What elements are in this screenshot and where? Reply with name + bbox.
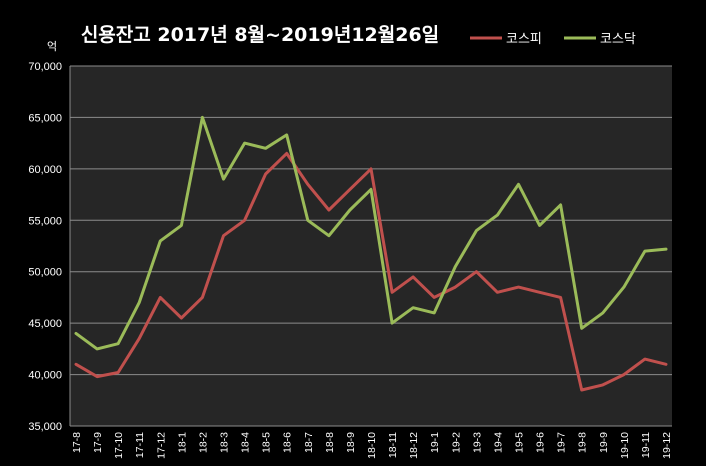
x-tick-label: 19-3 <box>471 432 483 453</box>
x-axis-ticks: 17-8 17-9 17-10 17-11 17-12 18-1 18-2 18-3 18-4 1… <box>71 432 673 459</box>
x-tick-label: 17-8 <box>71 432 83 453</box>
chart-title: 신용잔고 2017년 8월~2019년12월26일 <box>81 24 439 46</box>
x-tick-label: 18-4 <box>240 432 252 453</box>
x-tick-label: 18-2 <box>197 432 209 453</box>
x-tick-label: 18-11 <box>387 432 399 458</box>
series-line-kosdaq <box>74 115 668 351</box>
x-tick-label: 19-9 <box>598 432 610 453</box>
x-tick-label: 18-7 <box>303 432 315 453</box>
x-tick-label: 19-5 <box>514 432 526 453</box>
y-tick-label: 55,000 <box>28 215 62 227</box>
y-tick-label: 50,000 <box>28 267 62 279</box>
x-tick-label: 18-1 <box>176 432 188 453</box>
x-tick-label: 18-9 <box>345 432 357 453</box>
x-tick-label: 17-12 <box>155 432 167 459</box>
y-tick-label: 45,000 <box>28 318 62 330</box>
y-tick-label: 35,000 <box>28 421 62 433</box>
legend-label-kosdaq: 코스닥 <box>600 32 636 47</box>
y-axis-ticks: 35,000 40,000 45,000 50,000 55,000 60,000 65,0… <box>28 61 62 433</box>
legend-label-kospi: 코스피 <box>506 32 542 47</box>
y-tick-label: 65,000 <box>28 112 62 124</box>
x-tick-label: 19-8 <box>577 432 589 453</box>
x-tick-label: 18-10 <box>366 432 378 459</box>
x-tick-label: 19-2 <box>450 432 462 453</box>
x-tick-label: 18-5 <box>261 432 273 453</box>
x-tick-label: 19-11 <box>640 432 652 458</box>
x-tick-label: 18-6 <box>282 432 294 453</box>
x-tick-label: 17-10 <box>113 432 125 459</box>
x-tick-label: 18-3 <box>219 432 231 453</box>
x-tick-label: 18-12 <box>408 432 420 459</box>
y-tick-label: 60,000 <box>28 164 62 176</box>
x-tick-label: 17-11 <box>134 432 146 458</box>
x-tick-label: 19-4 <box>492 432 504 453</box>
x-tick-label: 19-10 <box>619 432 631 459</box>
y-tick-label: 40,000 <box>28 370 62 382</box>
series-line-kospi <box>74 151 668 392</box>
x-tick-label: 19-6 <box>535 432 547 453</box>
plot-area <box>70 66 672 426</box>
y-tick-label: 70,000 <box>28 61 62 73</box>
y-axis-unit: 억 <box>47 40 57 53</box>
x-tick-label: 19-1 <box>429 432 441 453</box>
x-tick-label: 19-12 <box>661 432 673 459</box>
x-tick-label: 19-7 <box>556 432 568 453</box>
series-lines <box>74 115 668 392</box>
legend: 코스피 코스닥 <box>470 32 636 47</box>
x-tick-label: 18-8 <box>324 432 336 453</box>
x-tick-label: 17-9 <box>92 432 104 453</box>
